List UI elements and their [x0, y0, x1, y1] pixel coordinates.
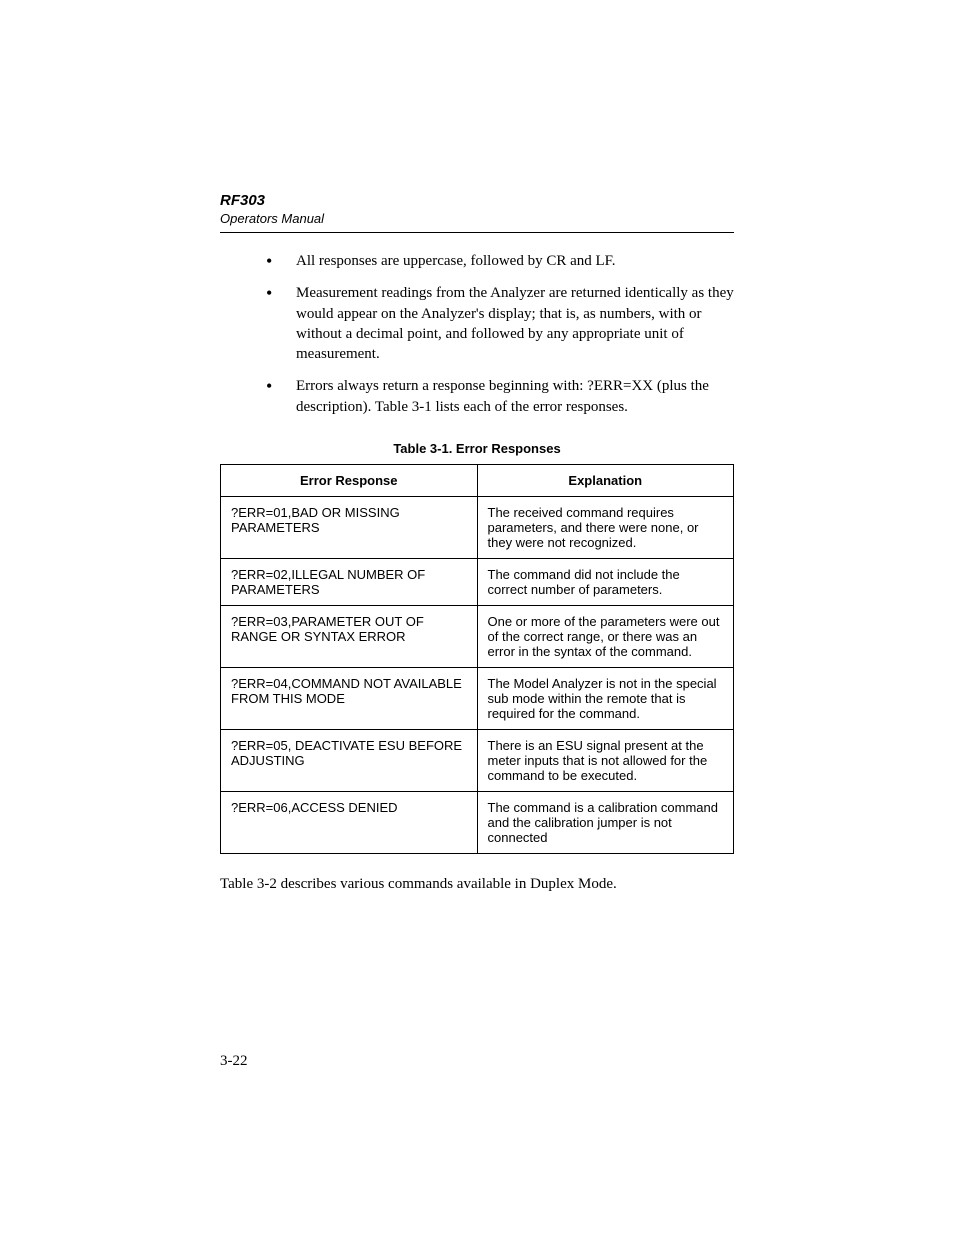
list-item: All responses are uppercase, followed by… — [266, 251, 734, 271]
error-responses-table: Error Response Explanation ?ERR=01,BAD O… — [220, 464, 734, 854]
table-row: ?ERR=03,PARAMETER OUT OF RANGE OR SYNTAX… — [221, 605, 734, 667]
cell-explanation: There is an ESU signal present at the me… — [477, 729, 734, 791]
after-table-text: Table 3-2 describes various commands ava… — [220, 876, 734, 893]
cell-error-response: ?ERR=05, DEACTIVATE ESU BEFORE ADJUSTING — [221, 729, 478, 791]
page: RF303 Operators Manual All responses are… — [0, 0, 954, 1235]
col-header-explanation: Explanation — [477, 464, 734, 496]
table-header-row: Error Response Explanation — [221, 464, 734, 496]
col-header-error-response: Error Response — [221, 464, 478, 496]
table-row: ?ERR=05, DEACTIVATE ESU BEFORE ADJUSTING… — [221, 729, 734, 791]
table-row: ?ERR=04,COMMAND NOT AVAILABLE FROM THIS … — [221, 667, 734, 729]
page-header: RF303 Operators Manual — [220, 192, 734, 226]
cell-error-response: ?ERR=06,ACCESS DENIED — [221, 791, 478, 853]
cell-explanation: The received command requires parameters… — [477, 496, 734, 558]
table-row: ?ERR=06,ACCESS DENIED The command is a c… — [221, 791, 734, 853]
cell-error-response: ?ERR=02,ILLEGAL NUMBER OF PARAMETERS — [221, 558, 478, 605]
table-row: ?ERR=02,ILLEGAL NUMBER OF PARAMETERS The… — [221, 558, 734, 605]
list-item: Measurement readings from the Analyzer a… — [266, 283, 734, 364]
cell-explanation: The Model Analyzer is not in the special… — [477, 667, 734, 729]
doc-subtitle: Operators Manual — [220, 211, 734, 226]
cell-error-response: ?ERR=03,PARAMETER OUT OF RANGE OR SYNTAX… — [221, 605, 478, 667]
table-row: ?ERR=01,BAD OR MISSING PARAMETERS The re… — [221, 496, 734, 558]
doc-title: RF303 — [220, 192, 734, 209]
cell-explanation: One or more of the parameters were out o… — [477, 605, 734, 667]
page-number: 3-22 — [220, 1053, 248, 1070]
table-caption: Table 3-1. Error Responses — [220, 441, 734, 456]
cell-explanation: The command is a calibration command and… — [477, 791, 734, 853]
cell-error-response: ?ERR=01,BAD OR MISSING PARAMETERS — [221, 496, 478, 558]
cell-error-response: ?ERR=04,COMMAND NOT AVAILABLE FROM THIS … — [221, 667, 478, 729]
bullet-list: All responses are uppercase, followed by… — [266, 251, 734, 417]
list-item: Errors always return a response beginnin… — [266, 376, 734, 417]
header-rule — [220, 232, 734, 233]
cell-explanation: The command did not include the correct … — [477, 558, 734, 605]
